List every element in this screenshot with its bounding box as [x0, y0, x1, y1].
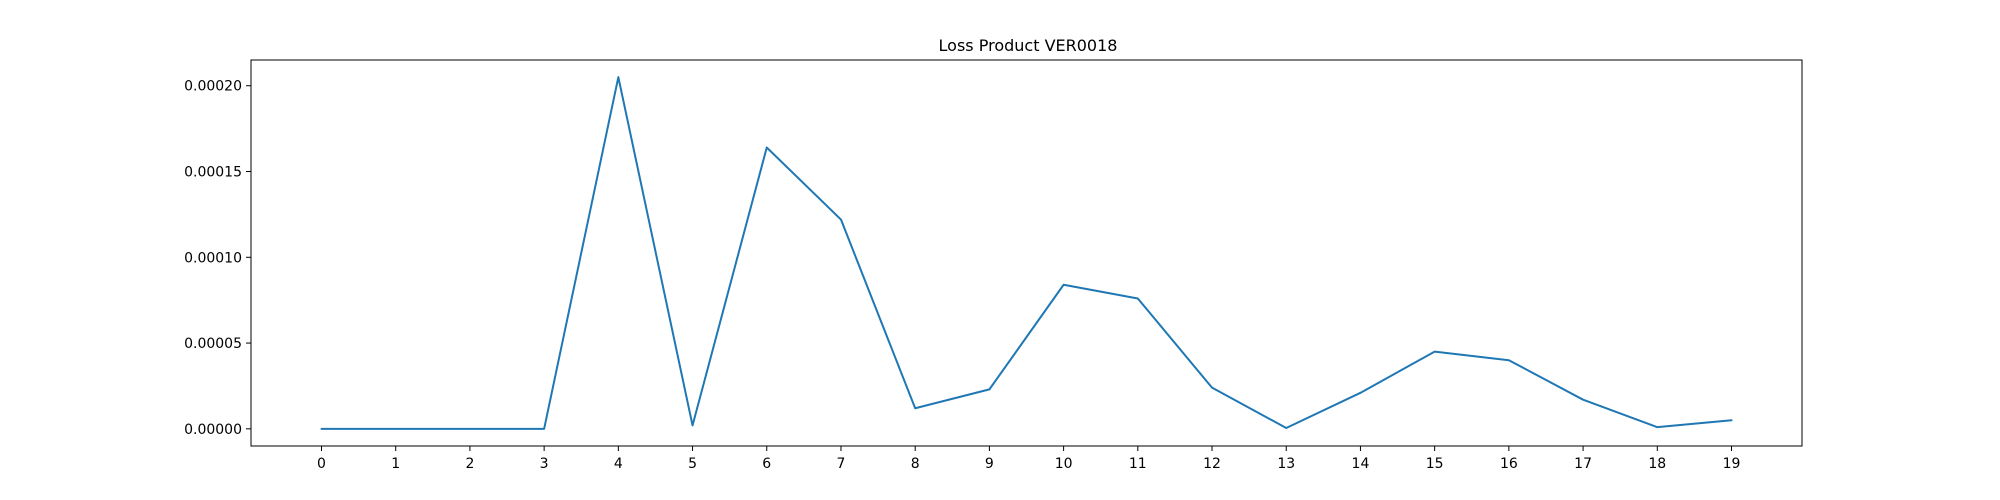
y-tick-label: 0.00000: [184, 422, 242, 438]
x-tick-label: 14: [1352, 456, 1370, 472]
x-tick-label: 11: [1129, 456, 1147, 472]
y-tick-label: 0.00015: [184, 165, 242, 181]
x-tick-label: 8: [911, 456, 920, 472]
y-tick-label: 0.00010: [184, 250, 242, 266]
x-tick-label: 4: [614, 456, 623, 472]
x-tick-label: 3: [540, 456, 549, 472]
x-tick-label: 17: [1574, 456, 1592, 472]
x-axis: 0 1 2 3 4 5 6 7 8 9 10 11 12 13 14 15 16 17 18 19: [317, 446, 1740, 472]
series-line-0: [320, 76, 1733, 430]
x-tick-label: 0: [317, 456, 326, 472]
x-tick-label: 6: [762, 456, 771, 472]
y-tick-label: 0.00020: [184, 79, 242, 95]
x-tick-label: 13: [1277, 456, 1295, 472]
y-axis: 0.00000 0.00005 0.00010 0.00015 0.00020: [184, 79, 251, 438]
x-tick-label: 19: [1723, 456, 1741, 472]
plot-area-frame: [250, 59, 1803, 447]
x-tick-label: 12: [1203, 456, 1221, 472]
x-tick-label: 15: [1426, 456, 1444, 472]
x-tick-label: 10: [1055, 456, 1073, 472]
y-tick-label: 0.00005: [184, 336, 242, 352]
x-tick-label: 5: [688, 456, 697, 472]
x-tick-label: 18: [1648, 456, 1666, 472]
x-tick-label: 1: [391, 456, 400, 472]
x-tick-label: 2: [465, 456, 474, 472]
x-tick-label: 9: [985, 456, 994, 472]
x-tick-label: 16: [1500, 456, 1518, 472]
chart-title: Loss Product VER0018: [939, 36, 1118, 55]
x-tick-label: 7: [837, 456, 846, 472]
series-layer: [320, 76, 1733, 430]
